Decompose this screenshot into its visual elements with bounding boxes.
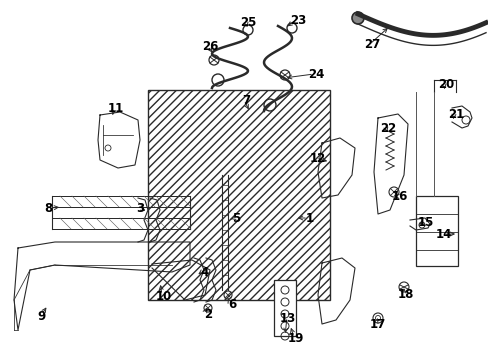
Text: 18: 18 <box>397 288 413 301</box>
Bar <box>273 280 295 336</box>
Text: 23: 23 <box>289 13 305 27</box>
Text: 25: 25 <box>239 15 256 28</box>
Text: 14: 14 <box>435 228 451 240</box>
Text: 12: 12 <box>309 152 325 165</box>
Text: 11: 11 <box>108 102 124 114</box>
Text: 7: 7 <box>242 94 249 107</box>
Bar <box>148 90 329 300</box>
Text: 10: 10 <box>156 289 172 302</box>
Text: 2: 2 <box>203 307 212 320</box>
Bar <box>415 196 457 266</box>
Text: 17: 17 <box>369 318 386 330</box>
Text: 13: 13 <box>279 311 296 324</box>
Text: 1: 1 <box>305 211 313 225</box>
Text: 26: 26 <box>202 40 218 53</box>
Text: 5: 5 <box>231 211 240 225</box>
Text: 22: 22 <box>379 122 395 135</box>
Text: 6: 6 <box>227 297 236 310</box>
Text: 27: 27 <box>363 37 379 50</box>
Circle shape <box>351 12 363 24</box>
Text: 21: 21 <box>447 108 463 121</box>
Text: 3: 3 <box>136 202 144 215</box>
Text: 16: 16 <box>391 189 407 202</box>
Text: 19: 19 <box>287 332 304 345</box>
Text: 4: 4 <box>201 266 209 279</box>
Text: 24: 24 <box>307 68 324 81</box>
Text: 15: 15 <box>417 216 433 229</box>
Text: 20: 20 <box>437 77 453 90</box>
Text: 8: 8 <box>44 202 52 215</box>
Text: 9: 9 <box>38 310 46 323</box>
